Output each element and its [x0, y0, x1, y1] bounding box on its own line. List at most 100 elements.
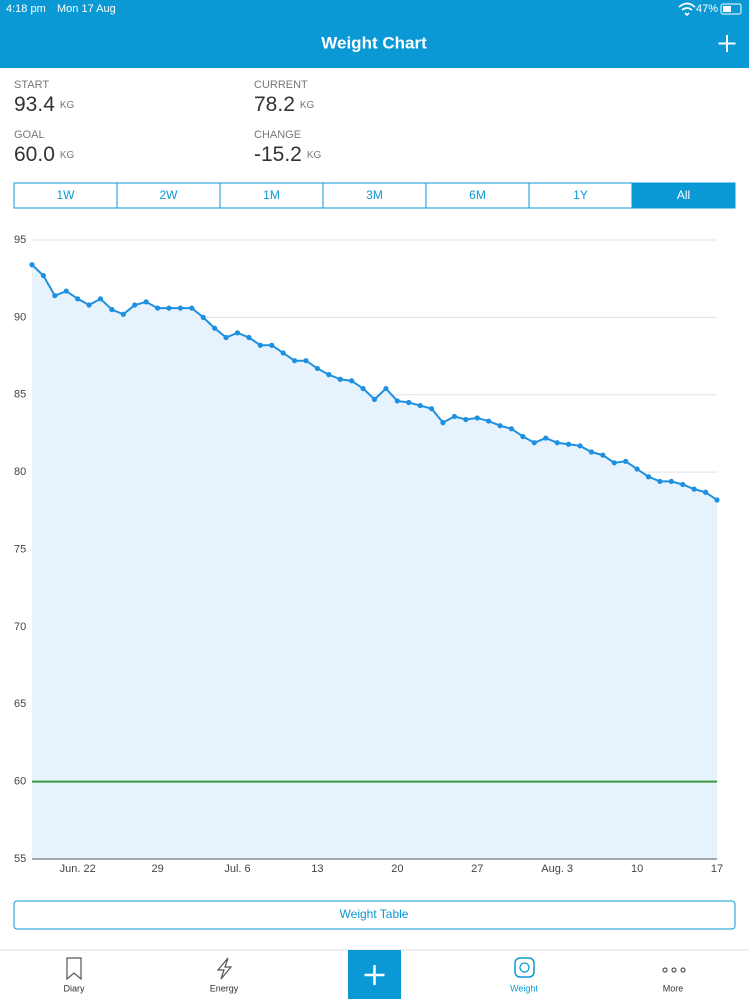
screen-title: Weight Chart	[321, 33, 427, 52]
range-tab-label: 1Y	[573, 188, 588, 202]
x-tick-label: 20	[391, 863, 403, 875]
data-point	[360, 385, 366, 392]
data-point	[406, 399, 412, 406]
stat-value: 60.0 KG	[14, 143, 75, 166]
header-bar	[0, 0, 749, 68]
stat-number: 93.4	[14, 93, 55, 116]
data-point	[497, 423, 503, 429]
weight-icon	[514, 957, 535, 978]
data-point	[234, 330, 241, 336]
data-point	[577, 443, 583, 449]
x-tick-label: 13	[311, 863, 323, 875]
stat-unit: KG	[307, 150, 322, 161]
data-point	[645, 474, 652, 480]
x-tick-label: 10	[631, 863, 643, 875]
range-tab-label: 1W	[57, 188, 76, 202]
tab-bar: Diary Energy Weight More	[63, 983, 683, 993]
tab-bar-item[interactable]: More	[663, 983, 684, 993]
data-point	[463, 416, 469, 423]
data-point	[280, 350, 286, 356]
x-tick-label: Aug. 3	[541, 863, 573, 875]
range-tab-label: All	[677, 188, 690, 202]
data-point	[428, 406, 435, 412]
data-point	[531, 440, 537, 446]
data-point	[40, 272, 47, 279]
y-tick-label: 80	[14, 466, 26, 478]
diary-icon	[66, 957, 82, 981]
stat-unit: KG	[60, 100, 75, 111]
range-tab[interactable]	[322, 182, 427, 209]
stat-unit: KG	[60, 150, 75, 161]
data-point	[623, 458, 629, 464]
data-point	[154, 305, 161, 311]
data-point	[657, 478, 663, 485]
stat-value: 93.4 KG	[14, 93, 75, 116]
y-tick-label: 60	[14, 776, 26, 788]
x-tick-label: Jun. 22	[60, 863, 96, 875]
status-time: 4:18 pm	[6, 3, 46, 15]
data-point	[269, 342, 275, 348]
battery-icon	[720, 3, 742, 15]
range-tab-label: 2W	[160, 188, 179, 202]
y-tick-label: 90	[14, 311, 26, 323]
data-point	[451, 413, 458, 420]
tab-bar-item[interactable]: Diary	[63, 983, 85, 993]
range-tab[interactable]	[528, 182, 633, 209]
stat-number: 78.2	[254, 93, 295, 116]
tab-bar-item[interactable]: Weight	[510, 983, 538, 993]
more-icon	[662, 967, 686, 973]
range-tab-label: 1M	[263, 188, 280, 202]
data-point	[588, 449, 595, 455]
y-tick-label: 55	[14, 853, 26, 865]
weight-table-label: Weight Table	[340, 907, 409, 921]
x-tick-label: 29	[151, 863, 163, 875]
stat-label: GOAL	[14, 129, 45, 141]
data-point	[86, 302, 92, 308]
y-tick-label: 85	[14, 389, 26, 401]
range-tab[interactable]	[116, 182, 221, 209]
data-point	[29, 262, 35, 268]
tab-bar-item[interactable]: Energy	[210, 983, 239, 993]
stat-number: 60.0	[14, 143, 55, 166]
data-point	[223, 334, 229, 341]
range-tab-label: 3M	[366, 188, 383, 202]
data-point	[634, 466, 640, 472]
x-tick-label: 17	[711, 863, 723, 875]
data-point	[600, 452, 606, 458]
data-point	[371, 396, 378, 402]
stat-value: -15.2 KG	[254, 143, 322, 166]
battery-level	[723, 6, 731, 12]
data-point	[668, 478, 674, 485]
data-point	[702, 489, 709, 495]
range-tab[interactable]	[631, 182, 736, 209]
data-point	[132, 302, 138, 308]
data-point	[565, 441, 572, 447]
data-point	[337, 376, 343, 382]
quick-add-icon	[364, 965, 385, 985]
data-point	[554, 440, 560, 446]
data-point	[120, 311, 126, 317]
range-tab-label: 6M	[469, 188, 486, 202]
data-point	[474, 415, 480, 421]
data-point	[177, 305, 184, 311]
data-point	[166, 305, 172, 311]
weight-table-button[interactable]	[13, 900, 736, 930]
add-button[interactable]	[718, 35, 736, 52]
range-tab[interactable]	[13, 182, 118, 209]
data-point	[200, 314, 206, 320]
y-tick-label: 75	[14, 543, 26, 555]
stat-value: 78.2 KG	[254, 93, 315, 116]
data-point	[349, 378, 355, 384]
data-point	[611, 460, 617, 466]
area-fill	[32, 264, 717, 859]
data-point	[109, 307, 115, 313]
y-tick-label: 70	[14, 621, 26, 633]
data-point	[246, 334, 252, 341]
data-point	[75, 296, 81, 302]
y-tick-label: 95	[14, 234, 26, 246]
data-point	[394, 398, 400, 404]
data-point	[417, 402, 423, 409]
data-point	[97, 296, 104, 302]
range-tabs: 1W 2W 1M 3M 6M 1Y All	[13, 182, 736, 209]
